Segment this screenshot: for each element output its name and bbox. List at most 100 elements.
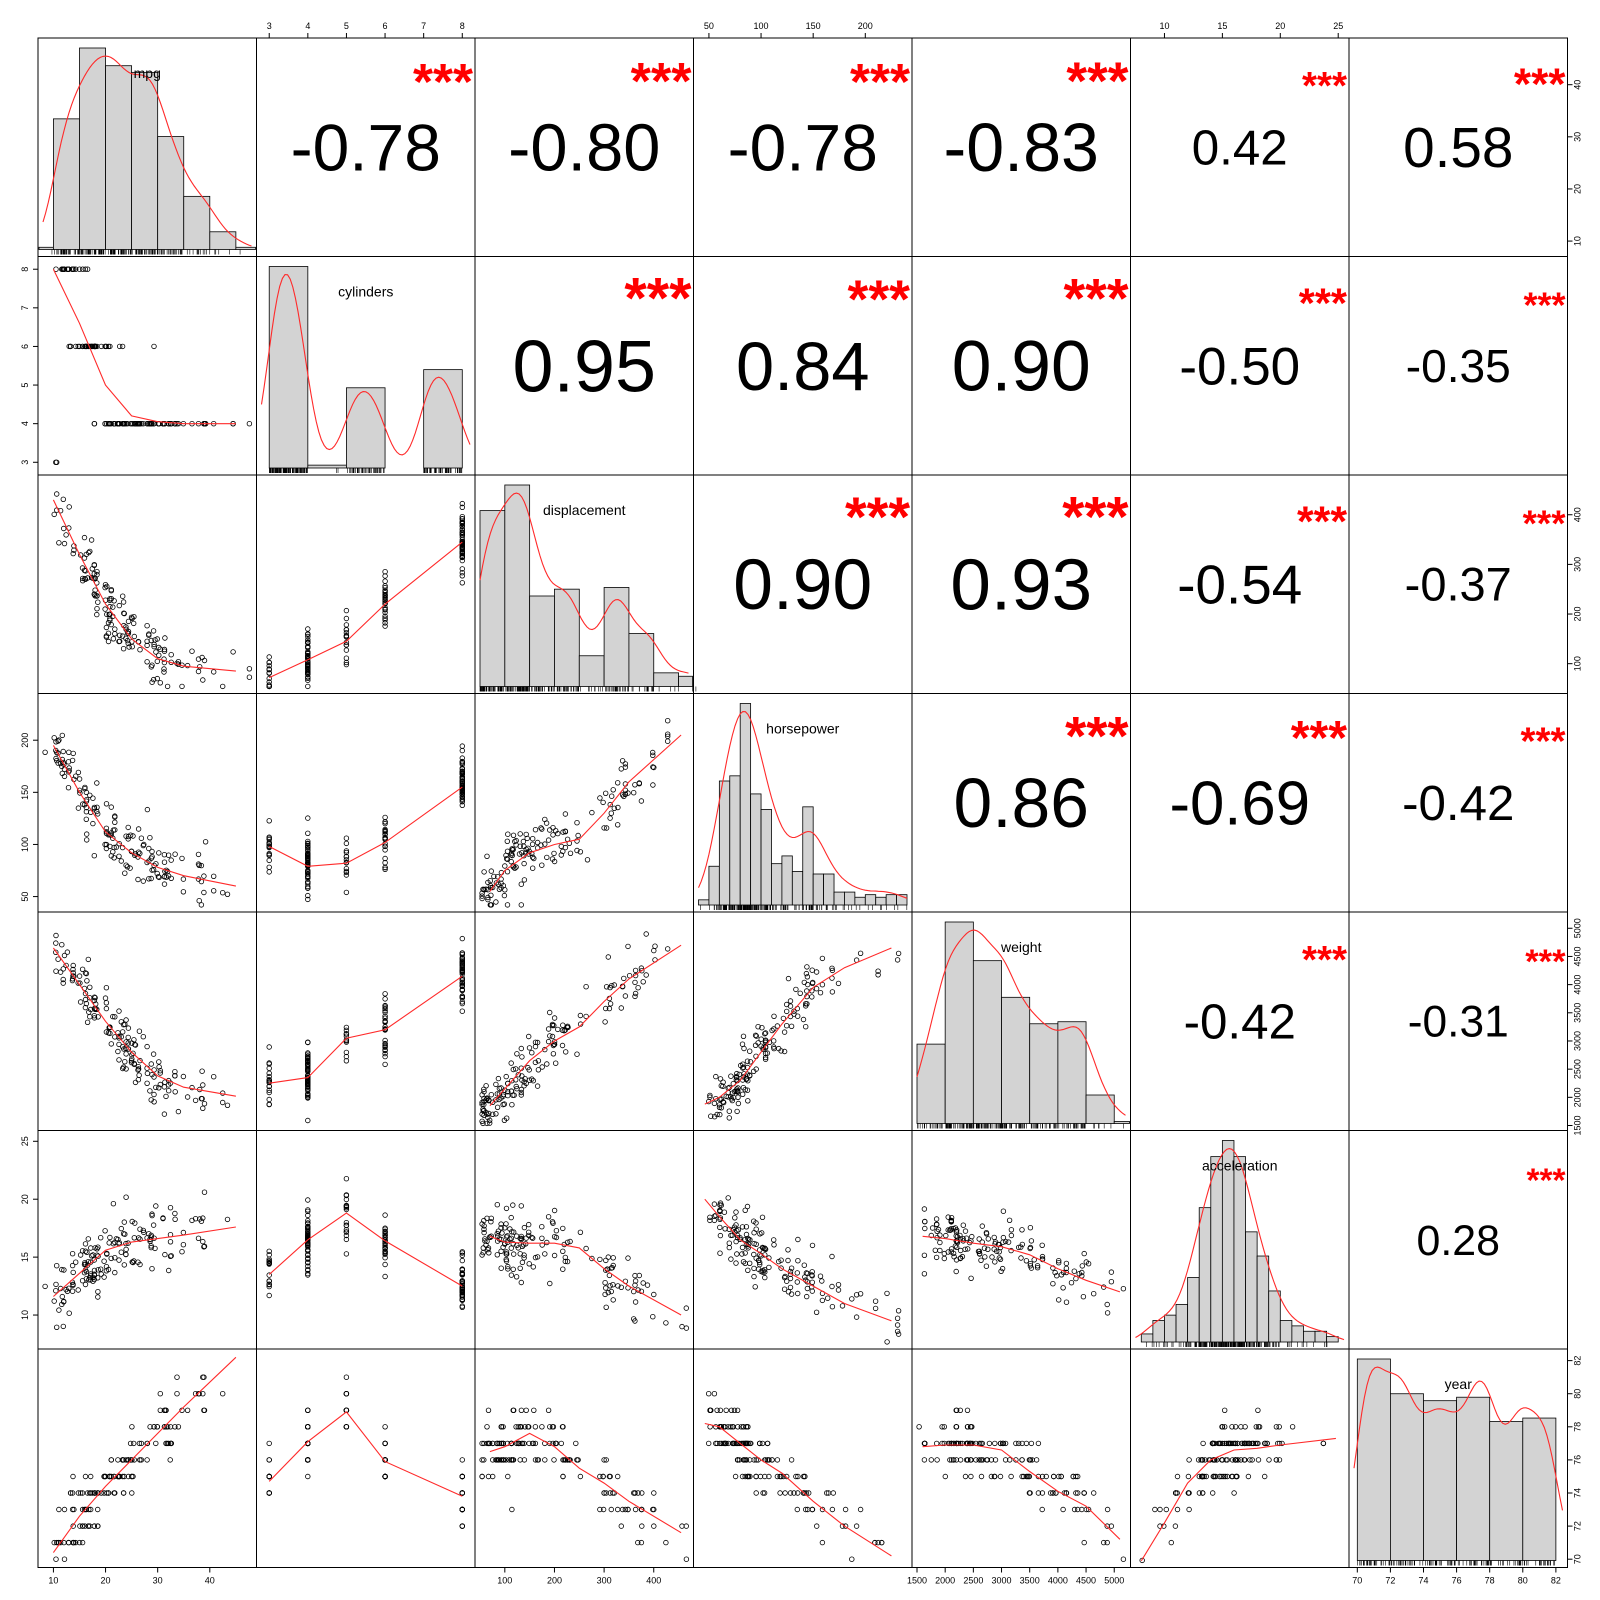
scatter-point (382, 819, 388, 825)
scatter-point (305, 674, 311, 680)
scatter-point (382, 1047, 388, 1053)
scatter-point (77, 999, 84, 1005)
scatter-point (795, 1290, 801, 1297)
scatter-point (91, 1523, 98, 1529)
variable-label: mpg (134, 65, 161, 81)
scatter-point (382, 1053, 388, 1060)
scatter-point (116, 343, 123, 350)
scatter-point (382, 866, 388, 872)
correlation-value: -0.31 (1408, 998, 1509, 1047)
scatter-point (1055, 1297, 1062, 1303)
density-curve (42, 55, 252, 247)
scatter-point (60, 976, 66, 983)
scatter-point (953, 1457, 960, 1463)
scatter-point (636, 1272, 642, 1279)
scatter-point (84, 1249, 90, 1255)
scatter-point (610, 1281, 616, 1288)
scatter-point (125, 618, 132, 625)
scatter-point (717, 1208, 723, 1215)
scatter-point (382, 1249, 388, 1255)
scatter-point (92, 587, 98, 593)
scatter-point (144, 1043, 150, 1050)
density-curve (916, 929, 1126, 1116)
scatter-point (82, 970, 89, 976)
variable-label: weight (1000, 939, 1042, 955)
scatter-point (603, 1304, 609, 1310)
scatter-point (484, 1440, 490, 1447)
scatter-point (459, 521, 465, 527)
scatter-point (530, 1235, 536, 1241)
scatter-point (577, 1012, 584, 1019)
scatter-point (459, 545, 465, 551)
scatter-point (156, 1059, 162, 1065)
scatter-point (84, 978, 90, 984)
scatter-point (879, 1539, 885, 1546)
scatter-point (759, 1244, 766, 1251)
scatter-point (82, 1523, 88, 1529)
scatter-point (382, 1424, 388, 1430)
scatter-point (1202, 1457, 1208, 1463)
scatter-point (172, 1072, 178, 1079)
scatter-point (950, 1457, 957, 1463)
scatter-point (1068, 1279, 1075, 1286)
scatter-point (305, 653, 311, 659)
significance-stars: *** (1063, 268, 1128, 330)
scatter-point (753, 1220, 759, 1226)
scatter-point (1070, 1473, 1076, 1480)
histogram-bar (1175, 1303, 1189, 1343)
scatter-point (759, 1024, 765, 1031)
scatter-point (104, 611, 110, 618)
scatter-point (921, 1440, 928, 1447)
scatter-point (459, 566, 465, 572)
scatter-point (56, 1307, 62, 1313)
scatter-point (1085, 1260, 1092, 1267)
scatter-point (57, 1539, 64, 1546)
loess-curve (489, 1432, 682, 1534)
scatter-point (504, 1233, 510, 1239)
scatter-point (714, 1407, 720, 1413)
scatter-point (85, 956, 91, 963)
scatter-point (152, 637, 158, 643)
scatter-point (503, 1234, 510, 1240)
scatter-point (343, 1236, 350, 1243)
scatter-point (564, 1258, 571, 1265)
scatter-point (119, 1029, 126, 1035)
scatter-point (502, 863, 508, 869)
scatter-point (76, 776, 83, 782)
scatter-point (459, 977, 465, 983)
scatter-point (161, 669, 167, 675)
scatter-point (970, 1440, 976, 1447)
scatter-point (875, 1539, 881, 1546)
scatter-point (743, 1076, 749, 1082)
scatter-point (56, 1506, 62, 1513)
scatter-point (133, 421, 140, 427)
scatter-point (539, 1235, 545, 1241)
scatter-point (819, 1539, 826, 1546)
scatter-point (91, 1271, 97, 1277)
scatter-point (61, 1299, 67, 1305)
scatter-point (517, 831, 523, 837)
scatter-point (151, 1424, 157, 1430)
scatter-point (722, 1424, 728, 1430)
scatter-point (87, 1473, 94, 1480)
scatter-point (766, 1264, 772, 1271)
scatter-point (835, 1287, 842, 1293)
scatter-point (459, 523, 465, 530)
scatter-point (61, 1556, 68, 1562)
scatter-point (382, 1050, 388, 1057)
scatter-point (607, 815, 613, 821)
scatter-point (382, 1473, 388, 1480)
significance-stars: *** (1297, 498, 1347, 546)
density-curve (697, 711, 908, 899)
scatter-point (793, 1473, 799, 1480)
scatter-point (706, 1440, 712, 1447)
scatter-point (150, 421, 157, 427)
scatter-point (87, 1490, 94, 1496)
scatter-point (718, 1440, 724, 1447)
scatter-point (496, 1091, 503, 1097)
scatter-point (1019, 1457, 1025, 1463)
scatter-point (651, 1523, 657, 1529)
scatter-point (495, 1075, 502, 1082)
scatter-point (539, 862, 545, 868)
scatter-point (542, 1251, 548, 1257)
